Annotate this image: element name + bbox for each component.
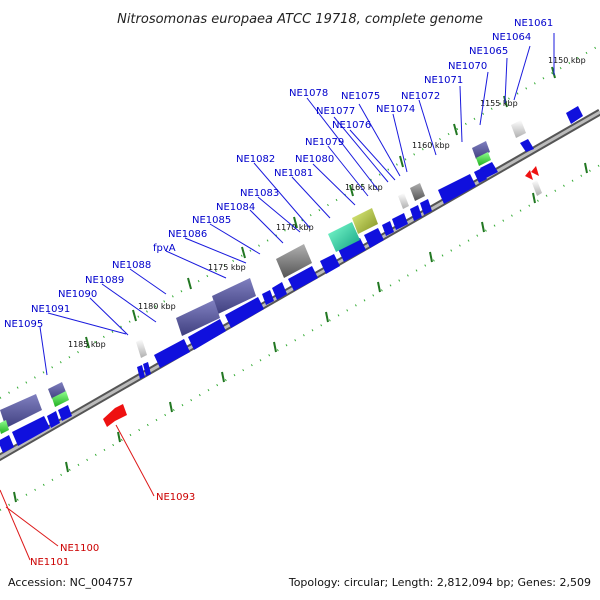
gene-label-ne1079: NE1079 [305,137,344,148]
gene-arrow [58,405,72,421]
gene-arrow [320,254,340,274]
gene-arrow [392,213,408,230]
feature-box [352,208,378,234]
tick-label: 1150 kbp [548,56,586,65]
gene-arrow [225,297,264,328]
feature-box [532,180,542,196]
tick-label: 1165 kbp [345,183,383,192]
gene-label-fpva: fpvA [153,243,176,254]
gene-arrow [566,106,583,124]
gene-label-ne1084: NE1084 [216,202,255,213]
gene-arrow [262,290,274,305]
reverse-gene-labels: NE1093 NE1100 NE1101 [30,492,195,568]
gene-arrow [438,174,476,204]
gene-arrow [0,435,14,453]
gene-arrow [12,416,50,446]
forward-gene-labels: NE1061 NE1064 NE1065 NE1070 NE1071 NE107… [4,18,553,330]
gene-arrow [474,168,487,183]
gene-label-ne1082: NE1082 [236,154,275,165]
gene-label-ne1064: NE1064 [492,32,531,43]
feature-box [472,141,490,159]
accession-text: Accession: NC_004757 [8,576,133,589]
gene-label-ne1072: NE1072 [401,91,440,102]
gene-label-ne1085: NE1085 [192,215,231,226]
feature-box [176,300,220,336]
gene-arrow [531,166,539,176]
feature-box [212,278,256,314]
genome-summary-text: Topology: circular; Length: 2,812,094 bp… [288,576,591,589]
feature-box [398,193,409,209]
gene-label-ne1076: NE1076 [332,120,371,131]
feature-box [0,394,42,428]
feature-box [276,244,312,278]
gene-arrow [272,282,287,300]
gene-label-ne1089: NE1089 [85,275,124,286]
inner-major-ticks [13,162,588,503]
gene-arrow [520,139,534,152]
feature-box [52,391,69,407]
gene-arrow [525,170,533,180]
gene-arrow [364,228,384,248]
feature-box [476,152,491,166]
gene-label-ne1095: NE1095 [4,319,43,330]
gene-arrow [288,266,318,291]
reverse-genes [103,166,539,427]
feature-box [0,420,9,434]
gene-arrow [382,221,394,236]
tick-label: 1185 kbp [68,340,106,349]
feature-box [410,183,425,201]
reverse-leaders [0,424,155,561]
gene-label-ne1081: NE1081 [274,168,313,179]
gene-label-ne1074: NE1074 [376,104,415,115]
feature-box [511,120,526,138]
gene-arrow [137,365,145,379]
forward-genes [0,106,583,453]
gene-label-ne1093: NE1093 [156,492,195,503]
tick-label: 1160 kbp [412,141,450,150]
gene-label-ne1078: NE1078 [289,88,328,99]
gene-arrow [420,199,432,215]
gene-label-ne1080: NE1080 [295,154,334,165]
tick-label: 1180 kbp [138,302,176,311]
map-title: Nitrosomonas europaea ATCC 19718, comple… [117,12,483,27]
feature-box [136,339,147,358]
gene-label-ne1061: NE1061 [514,18,553,29]
gene-arrow [103,404,127,427]
gene-arrow [143,362,151,376]
gene-label-ne1090: NE1090 [58,289,97,300]
gene-arrow [338,238,366,262]
gene-label-ne1077: NE1077 [316,106,355,117]
gene-label-ne1091: NE1091 [31,304,70,315]
track-guides [0,44,600,511]
gene-label-ne1075: NE1075 [341,91,380,102]
gene-arrow [47,411,60,428]
gene-label-ne1086: NE1086 [168,229,207,240]
gene-arrow [188,319,226,350]
forward-leaders [39,33,555,376]
gene-label-ne1101: NE1101 [30,557,69,568]
gene-label-ne1083: NE1083 [240,188,279,199]
tick-label: 1155 kbp [480,99,518,108]
feature-box [328,222,360,252]
gene-arrow [410,205,422,221]
feature-box [48,382,66,399]
major-ticks [85,66,556,349]
gene-label-ne1088: NE1088 [112,260,151,271]
gene-label-ne1065: NE1065 [469,46,508,57]
gene-arrow [154,339,190,368]
tick-labels: 1150 kbp 1155 kbp 1160 kbp 1165 kbp 1170… [68,56,586,349]
gene-label-ne1100: NE1100 [60,543,99,554]
feature-boxes [0,120,542,434]
tick-label: 1175 kbp [208,263,246,272]
gene-label-ne1070: NE1070 [448,61,487,72]
gene-label-ne1071: NE1071 [424,75,463,86]
